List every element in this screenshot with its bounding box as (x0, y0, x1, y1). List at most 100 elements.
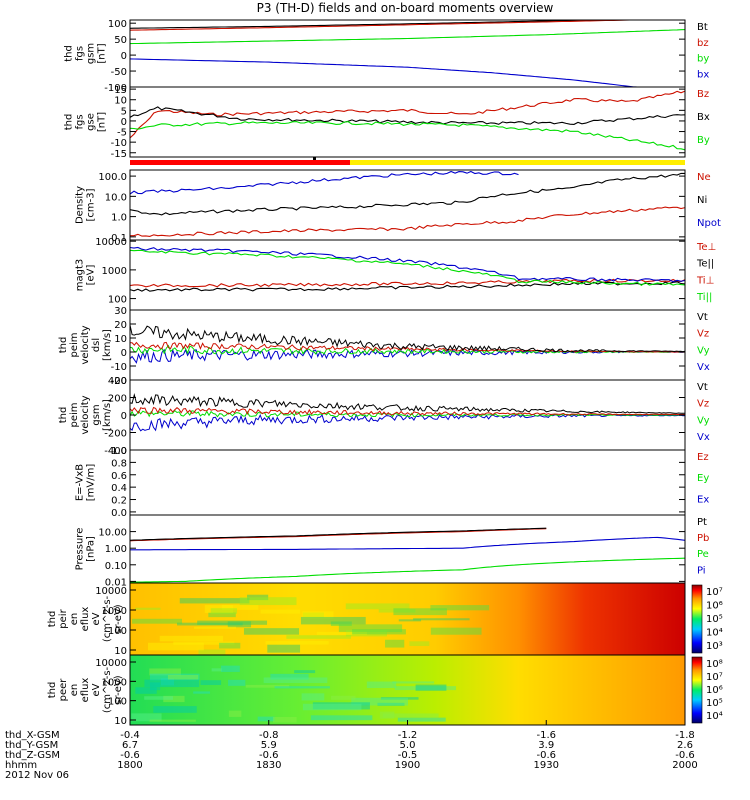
heatmap-texture (302, 703, 362, 711)
x-tick-label: 3.9 (538, 740, 554, 751)
series-Te|| (129, 281, 686, 292)
y-axis-label-line: [cm-3] (86, 188, 97, 221)
legend-Ni: Ni (697, 195, 707, 206)
y-tick-label: 20 (114, 320, 127, 331)
legend-Bx: Bx (697, 112, 710, 123)
x-tick-label: 2000 (672, 760, 697, 771)
heatmap-texture (211, 668, 222, 672)
heatmap-texture (147, 642, 204, 651)
y-tick-label: 10 (114, 96, 127, 107)
series-Ne (130, 206, 686, 237)
y-tick-label: 400 (108, 376, 127, 387)
y-axis-label-line: thd (64, 45, 75, 62)
x-tick-label: 2.6 (677, 740, 693, 751)
series-Ti|| (129, 249, 686, 286)
y-tick-label: -20 (111, 376, 127, 387)
colorbar (691, 656, 703, 724)
heatmap-texture (294, 670, 316, 674)
heatmap-texture (430, 627, 482, 635)
x-tick-label: -0.8 (259, 730, 279, 741)
x-axis-row-label: thd_X-GSM (5, 730, 60, 741)
y-tick-label: 0.1 (111, 233, 127, 244)
x-tick-label: -0.6 (259, 750, 279, 761)
panel-density: 100.0 10.0 1.0 0.1 Density [cm-3] Ne Ni Npot (75, 169, 721, 244)
y-axis-label-line: [km/s] (102, 329, 113, 361)
y-tick-label: 5 (121, 106, 127, 117)
panel-frame (129, 86, 686, 158)
heatmap-texture (397, 717, 446, 722)
y-tick-label: 10.0 (105, 192, 127, 203)
series-Vt (129, 324, 686, 353)
y-axis-label-line: Density (75, 186, 86, 224)
legend-Vx: Vx (697, 362, 710, 373)
y-tick-label: 200 (108, 394, 127, 405)
y-tick-label: -50 (111, 67, 127, 78)
y-axis-label-line: fgs (75, 114, 86, 129)
heatmap-texture (265, 641, 329, 645)
heatmap-texture (415, 684, 447, 691)
colorbar-tick-label: 10⁵ (706, 698, 723, 709)
legend-Pt: Pt (697, 517, 707, 528)
heatmap-texture (163, 695, 185, 703)
legend-Ex: Ex (697, 494, 709, 505)
legend-Vt: Vt (697, 312, 708, 323)
series-Te⊥ (129, 278, 686, 288)
x-axis-row-label: hhmm (5, 760, 37, 771)
panel-efield: 1.00.8 0.60.4 0.20.0 E=-VxB [mV/m] Ez Ey Ex (75, 446, 710, 519)
y-axis-label-line: sr-eV) (113, 604, 124, 633)
y-axis-label-line: fgs (75, 46, 86, 61)
x-tick-label: 1900 (395, 760, 420, 771)
series-Vx (129, 348, 686, 364)
panel-temperature: 10000 1000 100 magt3 [eV] Te⊥ Te|| Ti⊥ Ti|| (75, 237, 716, 311)
x-tick-label: -0.6 (536, 750, 556, 761)
series-Pe (129, 557, 686, 583)
y-axis-label-line: E=-VxB (75, 464, 86, 501)
y-tick-label: 100 (108, 626, 127, 637)
heatmap-texture (228, 710, 242, 717)
series-Bz (129, 90, 686, 139)
panel-electron-spectrogram: 10000 1000 100 10 10⁸ 10⁷ 10⁶ 10⁵ 10⁴ thd peer en ef… (47, 654, 723, 727)
heatmap-texture (331, 695, 356, 700)
heatmap-texture (351, 697, 408, 706)
heatmap-texture (135, 607, 161, 610)
heatmap-texture (274, 686, 330, 689)
legend-Te||: Te|| (696, 259, 714, 270)
x-tick-label: 1930 (534, 760, 559, 771)
heatmap-texture (300, 616, 366, 625)
heatmap-texture (194, 626, 237, 629)
y-tick-label: 0.6 (111, 471, 127, 482)
panel-ion-spectrogram: 10000 1000 100 10 10⁷ 10⁶ 10⁵ 10⁴ 10³ thd peir en ef… (47, 582, 723, 657)
heatmap-texture (257, 716, 275, 722)
y-tick-label: 10000 (95, 586, 127, 597)
heatmap-texture (144, 679, 200, 688)
heatmap-texture (245, 684, 290, 688)
heatmap-texture (338, 624, 403, 633)
heatmap-texture (352, 629, 406, 635)
heatmap-texture (132, 618, 183, 624)
legend-Bz: Bz (697, 89, 709, 100)
legend-Pi: Pi (697, 565, 706, 576)
y-axis-label-line: gsm (91, 404, 102, 425)
mode-bar-marker (313, 157, 316, 160)
heatmap-texture (200, 680, 222, 686)
heatmap-texture (366, 681, 397, 689)
y-tick-label: 10 (114, 334, 127, 345)
y-axis-label-line: magt3 (75, 259, 86, 292)
series-Pi (130, 536, 686, 551)
y-axis-label-line: en (69, 684, 80, 697)
x-tick-label: -0.4 (120, 730, 140, 741)
heatmap-texture (208, 612, 236, 618)
heatmap-texture (159, 635, 224, 642)
heatmap-texture (310, 715, 373, 721)
x-tick-label: -0.6 (120, 750, 140, 761)
legend-Ez: Ez (697, 452, 709, 463)
legend-bx: bx (697, 70, 709, 81)
y-tick-label: -200 (104, 429, 127, 440)
y-axis-label-line: [nT] (97, 112, 108, 132)
heatmap-texture (379, 711, 395, 719)
heatmap-texture (301, 693, 325, 701)
y-axis-label-line: eflux (80, 678, 91, 703)
legend-Npot: Npot (697, 218, 721, 229)
legend-Vy: Vy (697, 415, 710, 426)
series-by (129, 29, 686, 45)
